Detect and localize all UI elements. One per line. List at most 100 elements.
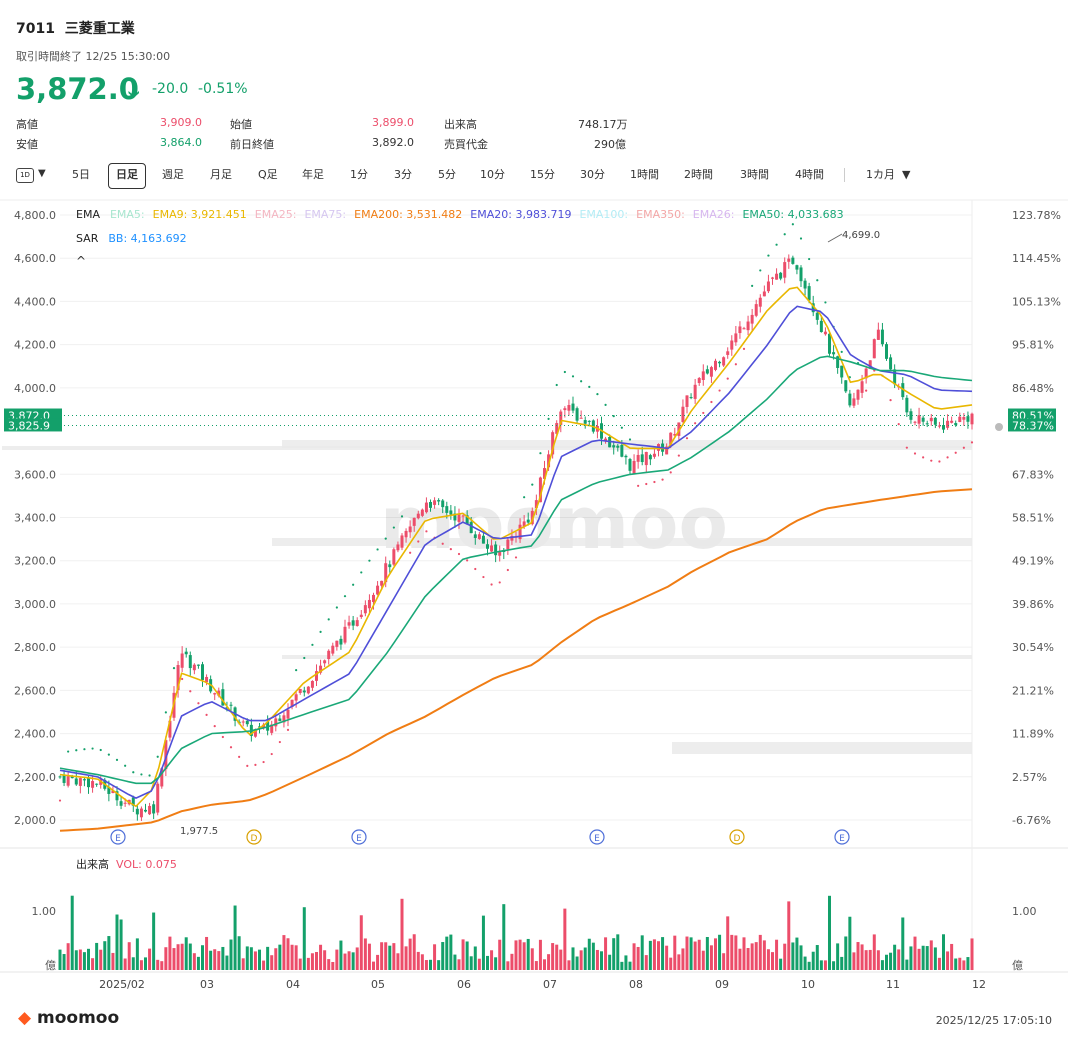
y-tick-right: 2.57%	[1012, 771, 1047, 784]
legend-item-3[interactable]: EMA25:	[254, 208, 297, 221]
period-tab-9[interactable]: 10分	[480, 168, 505, 181]
candle-body	[441, 500, 445, 508]
period-tab-15[interactable]: 4時間	[795, 168, 824, 181]
period-tab-0[interactable]: 5日	[72, 168, 90, 181]
legend-item-2[interactable]: EMA9: 3,921.451	[152, 208, 247, 221]
volume-bar	[74, 950, 78, 970]
volume-bar	[331, 961, 335, 970]
y-tick-right: 105.13%	[1012, 295, 1061, 308]
ema-line-ema20	[59, 305, 973, 799]
candle-body	[856, 389, 860, 400]
sar-dot	[238, 755, 241, 758]
legend-item-5[interactable]: EMA200: 3,531.482	[354, 208, 463, 221]
legend-item-0[interactable]: EMA	[76, 208, 100, 221]
y-tick-right: 123.78%	[1012, 209, 1061, 222]
legend-item-10[interactable]: EMA50: 4,033.683	[742, 208, 844, 221]
y-tick-left: 3,400.0	[14, 512, 56, 525]
masked-region	[672, 742, 972, 754]
volume-bar	[709, 945, 713, 970]
period-tab-1[interactable]: 日足	[108, 163, 146, 189]
volume-bar	[913, 936, 917, 970]
candle-body	[335, 640, 339, 647]
chart-type-selector[interactable]: 1D	[16, 168, 34, 183]
watermark-logo: moomoo	[380, 481, 728, 565]
sar-dot	[270, 752, 273, 756]
y-tick-left: 4,400.0	[14, 295, 56, 308]
candle-body	[347, 622, 351, 626]
event-marker	[729, 829, 745, 845]
sar-dot	[221, 735, 224, 739]
volume-bar	[860, 944, 864, 970]
legend-item-1[interactable]: EMA5:	[109, 208, 145, 221]
candle-body	[709, 367, 713, 377]
volume-bar	[885, 954, 888, 970]
sar-dot	[783, 233, 786, 236]
volume-bar	[632, 943, 636, 970]
period-tab-10[interactable]: 15分	[530, 168, 555, 181]
sar-dot	[360, 571, 363, 574]
volume-bar	[127, 942, 131, 970]
volume-bar	[534, 961, 538, 970]
candle-body	[799, 267, 803, 282]
candle-body	[673, 434, 677, 436]
sar-dot	[930, 459, 933, 462]
collapse-legend-button[interactable]: ^	[76, 254, 87, 268]
legend-item-1[interactable]: BB: 4,163.692	[108, 232, 187, 245]
candle-body	[567, 405, 571, 411]
volume-bar	[571, 947, 575, 970]
volume-bar	[221, 946, 225, 970]
period-tab-7[interactable]: 3分	[394, 168, 412, 181]
candle-layer	[58, 254, 974, 821]
period-tab-12[interactable]: 1時間	[630, 168, 659, 181]
period-tab-13[interactable]: 2時間	[684, 168, 713, 181]
volume-bar	[95, 942, 99, 970]
sar-dot	[449, 548, 452, 551]
legend-sar[interactable]: SAR BB: 4,163.692	[76, 232, 195, 245]
event-label: D	[251, 834, 258, 844]
candle-body	[640, 454, 644, 463]
legend-item-8[interactable]: EMA350:	[636, 208, 685, 221]
candle-body	[718, 361, 722, 364]
sar-dot	[132, 771, 135, 774]
range-dropdown[interactable]: 1カ月 ▼	[866, 163, 910, 187]
sar-dot	[710, 400, 713, 404]
chevron-down-icon[interactable]: ▼	[38, 168, 46, 179]
sar-dot	[946, 456, 949, 459]
volume-bar	[494, 957, 498, 970]
period-tab-6[interactable]: 1分	[350, 168, 368, 181]
candle-body	[168, 720, 172, 738]
legend-item-9[interactable]: EMA26:	[692, 208, 735, 221]
candle-body	[742, 328, 746, 330]
period-tab-8[interactable]: 5分	[438, 168, 456, 181]
volume-bar	[201, 945, 204, 970]
volume-bar	[217, 951, 221, 970]
candle-body	[970, 413, 974, 425]
sar-dot	[628, 438, 632, 441]
candle-body	[538, 477, 542, 503]
candle-body	[547, 454, 551, 468]
legend-item-0[interactable]: SAR	[76, 232, 99, 245]
period-tab-5[interactable]: 年足	[302, 168, 324, 181]
x-tick-month: 03	[200, 978, 214, 991]
candle-body	[376, 585, 380, 595]
period-tab-14[interactable]: 3時間	[740, 168, 769, 181]
period-tab-2[interactable]: 週足	[162, 168, 184, 181]
sar-dot	[962, 446, 965, 449]
legend-item-7[interactable]: EMA100:	[579, 208, 629, 221]
sar-dot	[99, 748, 102, 752]
legend-ema[interactable]: EMA EMA5: EMA9: 3,921.451 EMA25: EMA75: EMA20…	[76, 208, 852, 221]
candle-body	[359, 614, 363, 618]
legend-item-4[interactable]: EMA75:	[304, 208, 347, 221]
sar-dot	[694, 422, 697, 425]
prev-close-label: 前日終値	[230, 138, 274, 151]
volume-bar	[522, 942, 526, 970]
period-tab-4[interactable]: Q足	[258, 168, 278, 181]
sar-dot	[213, 725, 216, 728]
prev-close-value: 3,892.0	[372, 136, 414, 149]
candle-body	[486, 544, 489, 549]
volume-bar	[612, 938, 616, 970]
period-tab-3[interactable]: 月足	[210, 168, 232, 181]
legend-item-6[interactable]: EMA20: 3,983.719	[470, 208, 572, 221]
period-tab-11[interactable]: 30分	[580, 168, 605, 181]
